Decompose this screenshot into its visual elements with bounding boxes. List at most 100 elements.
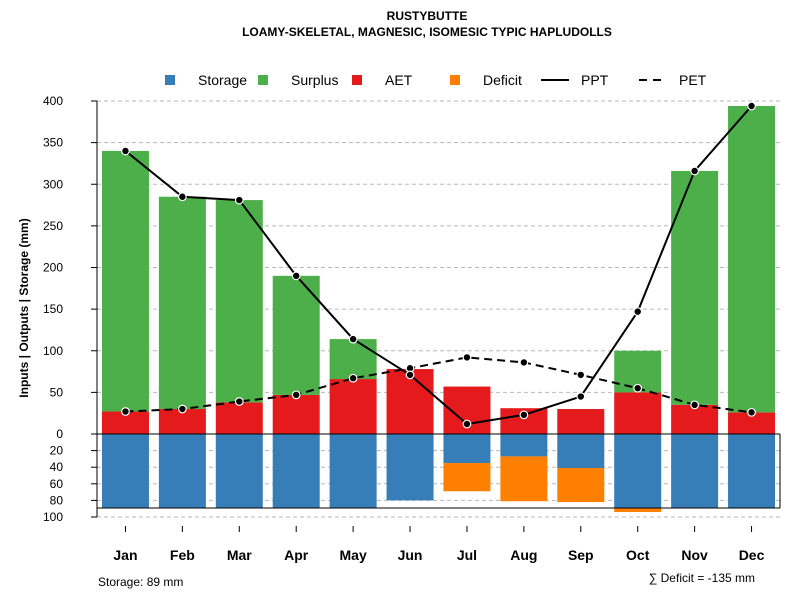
legend-label-ppt: PPT <box>581 72 609 88</box>
point-ppt <box>291 271 301 281</box>
legend-label-surplus: Surplus <box>291 72 338 88</box>
point-pet <box>576 370 586 380</box>
legend-label-aet: AET <box>385 72 413 88</box>
y-tick-label: 100 <box>43 344 63 358</box>
bar-surplus <box>158 196 206 410</box>
point-ppt <box>747 101 756 111</box>
bar-deficit <box>443 463 491 492</box>
legend-swatch-surplus <box>258 75 268 85</box>
point-pet <box>747 407 756 417</box>
y-tick-label: 60 <box>50 477 64 491</box>
x-tick-label: Nov <box>681 547 708 563</box>
bar-storage <box>443 434 491 464</box>
grid-lines <box>97 100 780 518</box>
bar-storage <box>614 434 662 508</box>
series-lines <box>121 101 756 429</box>
y-tick-label: 100 <box>43 510 63 524</box>
line-pet <box>125 356 752 414</box>
deficit-note: ∑ Deficit = -135 mm <box>649 571 755 585</box>
point-ppt <box>519 410 529 420</box>
point-ppt <box>633 307 643 317</box>
point-pet <box>462 353 472 362</box>
y-tick-label: 150 <box>43 302 63 316</box>
point-ppt <box>690 166 700 176</box>
y-tick-label: 300 <box>43 177 63 191</box>
point-ppt <box>405 370 415 380</box>
legend-label-storage: Storage <box>198 72 247 88</box>
bar-aet <box>215 402 263 434</box>
legend-swatch-storage <box>165 75 175 85</box>
x-tick-label: Feb <box>170 547 195 563</box>
bar-surplus <box>272 275 320 395</box>
bar-storage <box>728 434 776 508</box>
point-pet <box>291 390 301 400</box>
x-tick-label: Jan <box>113 547 137 563</box>
bar-deficit <box>557 468 605 503</box>
point-pet <box>690 400 700 410</box>
point-pet <box>348 373 358 383</box>
bar-surplus <box>101 150 149 412</box>
y-tick-label: 50 <box>50 385 64 399</box>
point-ppt <box>121 146 130 156</box>
bar-deficit <box>500 456 548 502</box>
point-pet <box>633 383 643 393</box>
x-tick-label: Jul <box>457 547 477 563</box>
bar-storage <box>386 434 434 501</box>
x-tick-label: Aug <box>510 547 537 563</box>
bar-surplus <box>215 200 263 403</box>
x-tick-label: Oct <box>626 547 650 563</box>
legend-swatch-aet <box>352 75 362 85</box>
y-tick-label: 40 <box>50 460 64 474</box>
legend-label-pet: PET <box>679 72 707 88</box>
bar-surplus <box>671 170 719 405</box>
bar-aet <box>386 369 434 434</box>
y-tick-label: 350 <box>43 136 63 150</box>
point-ppt <box>177 192 187 202</box>
y-tick-label: 200 <box>43 261 63 275</box>
point-pet <box>121 407 130 416</box>
bar-aet <box>272 394 320 434</box>
axes <box>91 100 781 532</box>
legend-label-deficit: Deficit <box>483 72 522 88</box>
bar-storage <box>557 434 605 469</box>
bar-storage <box>272 434 320 508</box>
y-tick-label: 20 <box>50 444 64 458</box>
bar-aet <box>329 379 377 434</box>
bar-storage <box>671 434 719 508</box>
y-tick-label: 80 <box>50 493 64 507</box>
y-tick-label: 400 <box>43 94 63 108</box>
point-pet <box>177 404 187 414</box>
point-ppt <box>348 334 358 344</box>
tick-labels: 0 50 100 150 200 250 300 350 400 20 40 60 80 100 Jan Fe… <box>43 94 765 563</box>
y-tick-label: 250 <box>43 219 63 233</box>
y-axis-label: Inputs | Outputs | Storage (mm) <box>17 218 31 397</box>
x-tick-label: Mar <box>227 547 252 563</box>
x-tick-label: May <box>340 547 367 563</box>
point-pet <box>234 397 244 406</box>
bar-storage <box>329 434 377 508</box>
y-tick-label: 0 <box>56 427 63 441</box>
bar-storage <box>500 434 548 457</box>
legend-swatch-deficit <box>450 75 460 85</box>
storage-note: Storage: 89 mm <box>98 575 183 589</box>
point-ppt <box>234 195 244 205</box>
legend: Storage Surplus AET Deficit PPT PET <box>165 72 707 88</box>
bar-deficit <box>614 507 662 513</box>
line-ppt <box>124 105 753 426</box>
bars <box>101 105 776 513</box>
x-tick-label: Apr <box>284 547 309 563</box>
x-tick-label: Sep <box>568 547 594 563</box>
point-ppt <box>576 392 586 401</box>
bar-aet <box>614 392 662 434</box>
chart-title: RUSTYBUTTE <box>387 9 468 23</box>
bar-storage <box>101 434 149 508</box>
bar-storage <box>215 434 263 508</box>
point-ppt <box>462 419 472 429</box>
point-pet <box>519 358 529 367</box>
bar-surplus <box>728 105 776 413</box>
chart-subtitle: LOAMY-SKELETAL, MAGNESIC, ISOMESIC TYPIC… <box>242 25 612 39</box>
bar-aet <box>671 404 719 434</box>
bar-aet <box>101 411 149 434</box>
bar-surplus <box>329 339 377 380</box>
